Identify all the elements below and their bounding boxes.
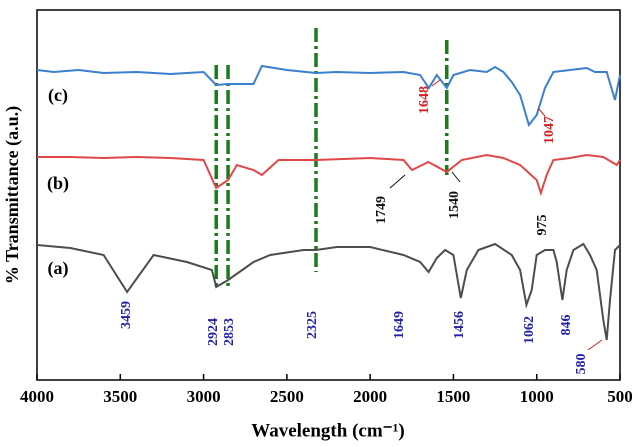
peak-label: 1749 <box>374 196 389 224</box>
x-tick-label: 3000 <box>187 387 221 406</box>
peak-label: 846 <box>559 315 574 336</box>
x-tick-label: 2000 <box>353 387 387 406</box>
peak-label: 1062 <box>522 316 537 344</box>
peak-label: 1456 <box>452 311 467 339</box>
x-tick-label: 1500 <box>436 387 470 406</box>
x-tick-label: 500 <box>607 387 633 406</box>
peak-label: 1649 <box>392 311 407 339</box>
x-tick-label: 3500 <box>103 387 137 406</box>
spectrum-line <box>37 153 621 197</box>
peak-label: 2924 <box>206 318 221 346</box>
leader-line <box>431 79 441 87</box>
x-tick-label: 1000 <box>520 387 554 406</box>
peak-label: 1047 <box>542 116 557 144</box>
series-label: (c) <box>48 85 68 106</box>
leader-line <box>389 174 406 189</box>
peak-label: 2325 <box>305 311 320 339</box>
y-axis-title: % Transmittance (a.u.) <box>2 106 23 284</box>
peak-label: 580 <box>574 354 589 375</box>
spectrum-line <box>36 64 621 128</box>
plot-frame <box>36 9 621 381</box>
peak-label: 3459 <box>119 301 134 329</box>
x-tick-label: 4000 <box>20 387 54 406</box>
spectrum-line <box>36 242 621 341</box>
leader-line <box>451 171 461 183</box>
x-axis-title: Wavelength (cm⁻¹) <box>251 420 404 441</box>
peak-label: 1648 <box>417 86 432 114</box>
series-label: (a) <box>48 258 69 279</box>
leader-line <box>587 339 603 351</box>
peak-label: 975 <box>535 215 550 236</box>
series-label: (b) <box>47 173 69 194</box>
peak-label: 2853 <box>222 318 237 346</box>
x-tick-label: 2500 <box>270 387 304 406</box>
leader-line <box>537 107 546 117</box>
peak-label: 1540 <box>447 191 462 219</box>
